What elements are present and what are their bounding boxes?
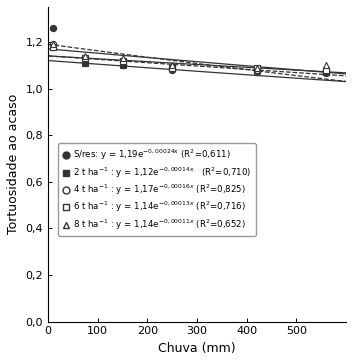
Y-axis label: Tortuosidade ao acaso: Tortuosidade ao acaso (7, 94, 20, 235)
Legend: S/res: y = 1,19e$^{-0,00024x}$ (R$^{2}$=0,611), 2 t ha$^{-1}$ : y = 1,12e$^{-0,0: S/res: y = 1,19e$^{-0,00024x}$ (R$^{2}$=… (58, 143, 256, 236)
X-axis label: Chuva (mm): Chuva (mm) (158, 342, 236, 355)
